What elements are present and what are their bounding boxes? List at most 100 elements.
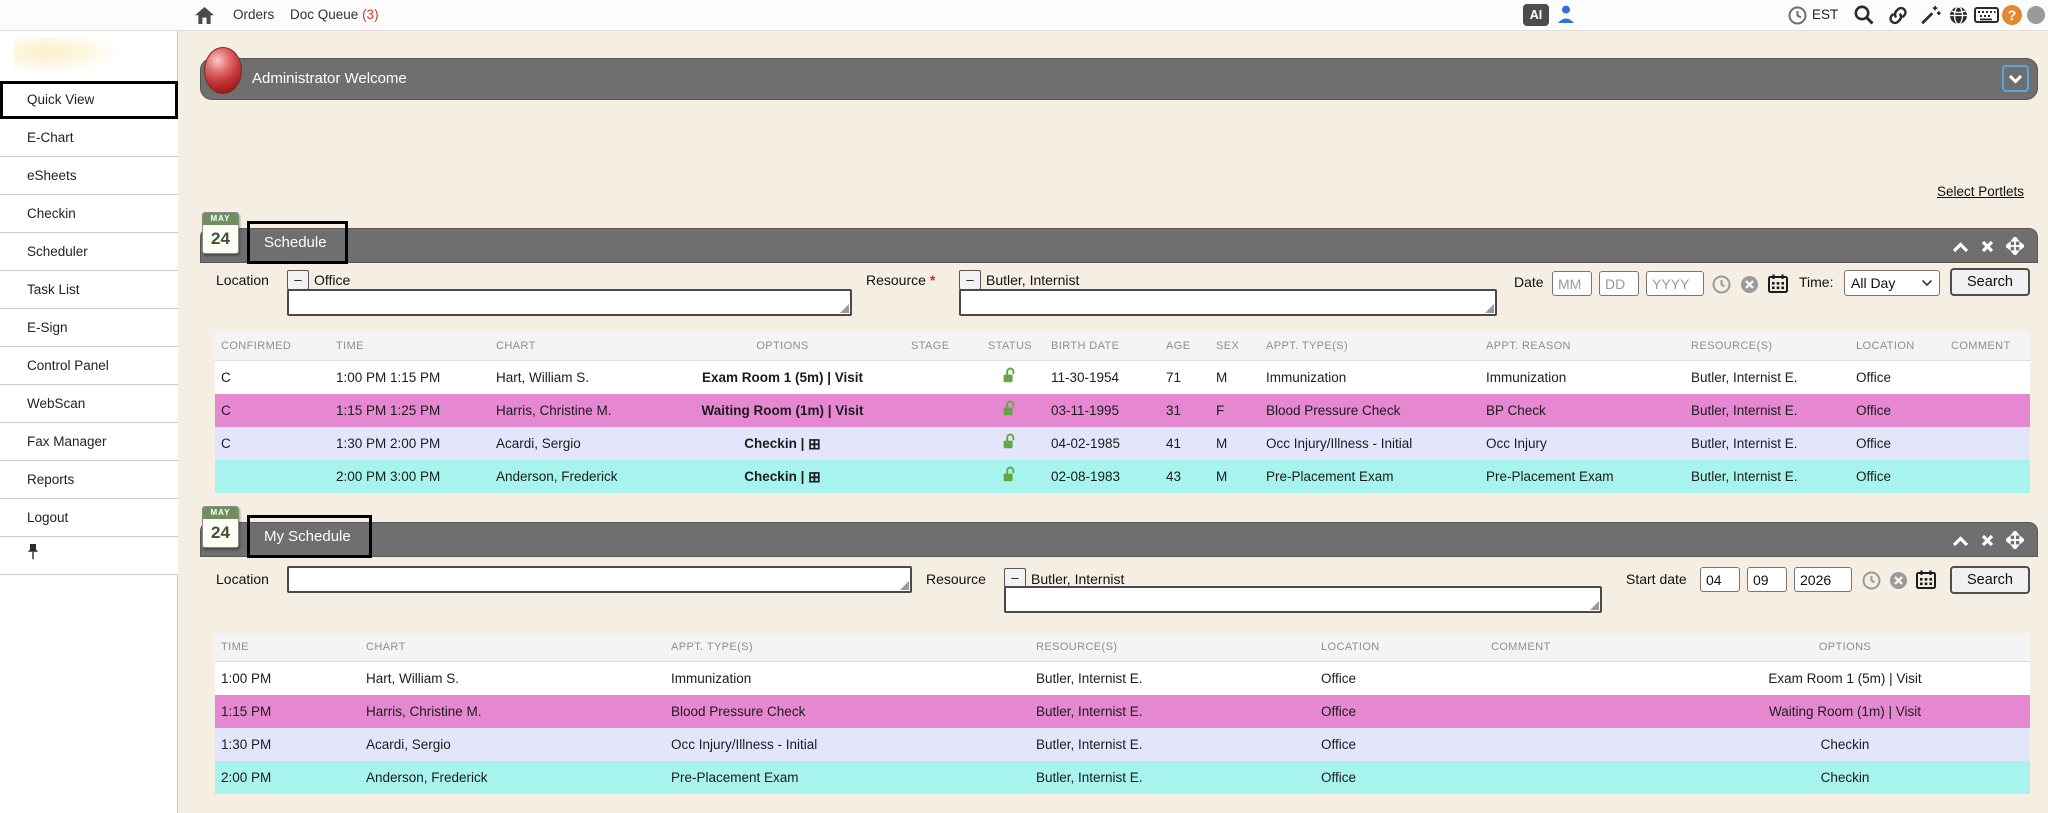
sidebar-pin-row[interactable] (0, 537, 178, 575)
start-date-yyyy-input[interactable] (1794, 567, 1852, 592)
start-date-label: Start date (1626, 571, 1687, 587)
options-cell[interactable]: Checkin (1660, 761, 2030, 794)
options-cell[interactable]: Checkin | ⊞ (660, 460, 905, 493)
table-row[interactable]: 1:30 PMAcardi, SergioOcc Injury/Illness … (215, 728, 2030, 761)
move-icon[interactable] (2006, 531, 2024, 554)
chart-link[interactable]: Anderson, Frederick (360, 761, 665, 794)
home-icon[interactable] (194, 6, 215, 30)
chart-link[interactable]: Hart, William S. (360, 662, 665, 695)
plus-box-icon[interactable]: ⊞ (808, 436, 821, 453)
calendar-picker-icon[interactable] (1768, 274, 1788, 298)
my-schedule-resource-collapse-button[interactable]: – (1004, 568, 1026, 588)
sidebar-item-fax-manager[interactable]: Fax Manager (0, 423, 178, 461)
table-row[interactable]: 2:00 PMAnderson, FrederickPre-Placement … (215, 761, 2030, 794)
doc-queue-count: (3) (362, 7, 379, 22)
schedule-date-yyyy-input[interactable] (1646, 271, 1704, 296)
sidebar-item-e-chart[interactable]: E-Chart (0, 119, 178, 157)
status-cell[interactable] (975, 460, 1045, 493)
table-row[interactable]: C1:30 PM 2:00 PMAcardi, SergioCheckin | … (215, 427, 2030, 460)
time-picker-icon[interactable] (1862, 571, 1881, 595)
schedule-table: CONFIRMEDTIMECHARTOPTIONSSTAGESTATUSBIRT… (215, 332, 2030, 493)
schedule-location-collapse-button[interactable]: – (287, 270, 309, 290)
resources-cell: Butler, Internist E. (1030, 728, 1315, 761)
magic-wand-icon[interactable] (1919, 4, 1942, 31)
keyboard-icon[interactable] (1974, 7, 1999, 28)
options-cell[interactable]: Exam Room 1 (5m) | Visit (1660, 662, 2030, 695)
welcome-expand-button[interactable] (2002, 65, 2029, 92)
schedule-date-mm-input[interactable] (1552, 271, 1592, 296)
schedule-search-button[interactable]: Search (1950, 268, 2030, 296)
column-header-chart: CHART (490, 332, 660, 361)
status-cell[interactable] (975, 361, 1045, 394)
calendar-picker-icon[interactable] (1916, 570, 1936, 594)
time-picker-icon[interactable] (1712, 275, 1731, 299)
collapse-icon[interactable] (1952, 240, 1969, 258)
select-portlets-link[interactable]: Select Portlets (1937, 184, 2024, 199)
schedule-resource-collapse-button[interactable]: – (959, 270, 981, 290)
chart-link[interactable]: Harris, Christine M. (490, 394, 660, 427)
sidebar-item-quick-view[interactable]: Quick View (0, 81, 178, 119)
stage-cell (905, 394, 975, 427)
start-date-mm-input[interactable] (1700, 567, 1740, 592)
start-date-dd-input[interactable] (1747, 567, 1787, 592)
collapse-icon[interactable] (1952, 534, 1969, 552)
search-icon[interactable] (1853, 4, 1875, 31)
sidebar-item-control-panel[interactable]: Control Panel (0, 347, 178, 385)
close-icon[interactable] (1981, 534, 1994, 552)
sidebar-item-e-sign[interactable]: E-Sign (0, 309, 178, 347)
schedule-resource-input[interactable] (959, 289, 1497, 316)
clear-date-icon[interactable] (1740, 275, 1759, 299)
ai-badge[interactable]: AI (1523, 4, 1549, 26)
options-cell[interactable]: Exam Room 1 (5m) | Visit (660, 361, 905, 394)
link-icon[interactable] (1887, 5, 1909, 31)
time-cell: 1:00 PM (215, 662, 360, 695)
status-circle-icon[interactable] (2027, 6, 2045, 24)
close-icon[interactable] (1981, 240, 1994, 258)
sidebar-item-webscan[interactable]: WebScan (0, 385, 178, 423)
sidebar-item-esheets[interactable]: eSheets (0, 157, 178, 195)
status-cell[interactable] (975, 394, 1045, 427)
sidebar-item-reports[interactable]: Reports (0, 461, 178, 499)
chart-link[interactable]: Anderson, Frederick (490, 460, 660, 493)
table-row[interactable]: C1:00 PM 1:15 PMHart, William S.Exam Roo… (215, 361, 2030, 394)
table-row[interactable]: 1:15 PMHarris, Christine M.Blood Pressur… (215, 695, 2030, 728)
options-cell[interactable]: Waiting Room (1m) | Visit (660, 394, 905, 427)
calendar-day: 24 (203, 225, 238, 253)
chart-link[interactable]: Harris, Christine M. (360, 695, 665, 728)
sidebar-item-task-list[interactable]: Task List (0, 271, 178, 309)
my-schedule-location-input[interactable] (287, 566, 912, 593)
clear-date-icon[interactable] (1889, 571, 1908, 595)
help-icon[interactable]: ? (2002, 5, 2022, 25)
user-icon[interactable] (1557, 4, 1575, 29)
schedule-time-select[interactable]: All Day (1844, 270, 1940, 296)
options-cell[interactable]: Checkin | ⊞ (660, 427, 905, 460)
stage-cell (905, 361, 975, 394)
appt-reason-cell: Pre-Placement Exam (1480, 460, 1685, 493)
sidebar-item-scheduler[interactable]: Scheduler (0, 233, 178, 271)
my-schedule-resource-input[interactable] (1004, 586, 1602, 613)
chart-link[interactable]: Hart, William S. (490, 361, 660, 394)
options-cell[interactable]: Waiting Room (1m) | Visit (1660, 695, 2030, 728)
schedule-date-dd-input[interactable] (1599, 271, 1639, 296)
schedule-portlet-title[interactable]: Schedule (247, 221, 348, 264)
column-header-resource-s-: RESOURCE(S) (1030, 633, 1315, 662)
table-row[interactable]: 1:00 PMHart, William S.ImmunizationButle… (215, 662, 2030, 695)
chart-link[interactable]: Acardi, Sergio (490, 427, 660, 460)
my-schedule-search-button[interactable]: Search (1950, 566, 2030, 594)
my-schedule-portlet-title[interactable]: My Schedule (247, 515, 372, 558)
table-row[interactable]: 2:00 PM 3:00 PMAnderson, FrederickChecki… (215, 460, 2030, 493)
chart-link[interactable]: Acardi, Sergio (360, 728, 665, 761)
my-schedule-location-label: Location (216, 571, 269, 587)
table-row[interactable]: C1:15 PM 1:25 PMHarris, Christine M.Wait… (215, 394, 2030, 427)
status-cell[interactable] (975, 427, 1045, 460)
options-cell[interactable]: Checkin (1660, 728, 2030, 761)
sidebar-item-logout[interactable]: Logout (0, 499, 178, 537)
globe-icon[interactable] (1948, 5, 1969, 31)
move-icon[interactable] (2006, 237, 2024, 260)
nav-orders-link[interactable]: Orders (233, 7, 274, 22)
plus-box-icon[interactable]: ⊞ (808, 469, 821, 486)
my-schedule-resource-value: Butler, Internist (1031, 571, 1124, 587)
sidebar-item-checkin[interactable]: Checkin (0, 195, 178, 233)
schedule-location-input[interactable] (287, 289, 852, 316)
nav-doc-queue-link[interactable]: Doc Queue (3) (290, 7, 379, 22)
